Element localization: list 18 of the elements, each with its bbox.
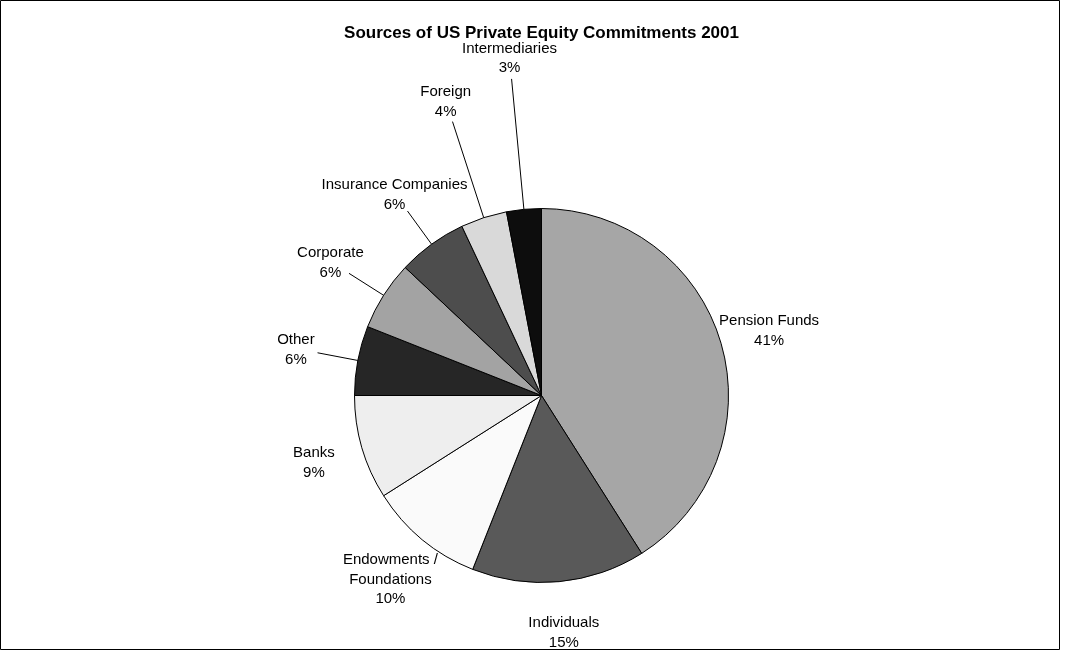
slice-label: Banks bbox=[293, 443, 335, 461]
chart-title: Sources of US Private Equity Commitments 2001 bbox=[344, 23, 739, 42]
slice-label: Corporate bbox=[297, 243, 364, 261]
data-label: 6% bbox=[285, 349, 307, 367]
data-label: 10% bbox=[375, 589, 406, 607]
data-label: 4% bbox=[434, 101, 457, 119]
slice-label: Endowments / Foundations bbox=[342, 550, 439, 587]
slice-label: Other bbox=[277, 330, 315, 348]
slice-label: Pension Funds bbox=[719, 311, 820, 329]
data-label: 15% bbox=[548, 632, 579, 650]
data-label: 41% bbox=[754, 330, 785, 348]
slice-label: Foreign bbox=[420, 82, 472, 100]
data-label: 6% bbox=[319, 262, 342, 280]
data-label: 6% bbox=[383, 194, 406, 212]
data-label: 3% bbox=[498, 58, 521, 76]
data-label: 9% bbox=[303, 462, 325, 480]
slice-label: Insurance Companies bbox=[321, 174, 468, 192]
slice-label: Individuals bbox=[528, 613, 600, 631]
